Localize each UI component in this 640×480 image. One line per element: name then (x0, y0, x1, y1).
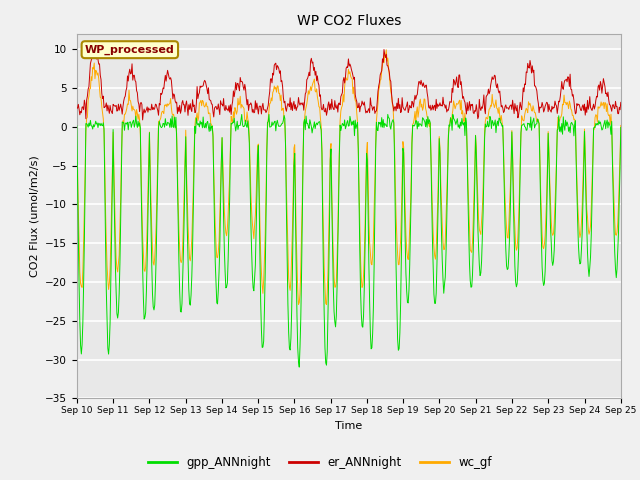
Legend: gpp_ANNnight, er_ANNnight, wc_gf: gpp_ANNnight, er_ANNnight, wc_gf (143, 452, 497, 474)
Title: WP CO2 Fluxes: WP CO2 Fluxes (296, 14, 401, 28)
Y-axis label: CO2 Flux (umol/m2/s): CO2 Flux (umol/m2/s) (29, 155, 40, 277)
X-axis label: Time: Time (335, 420, 362, 431)
Text: WP_processed: WP_processed (85, 45, 175, 55)
